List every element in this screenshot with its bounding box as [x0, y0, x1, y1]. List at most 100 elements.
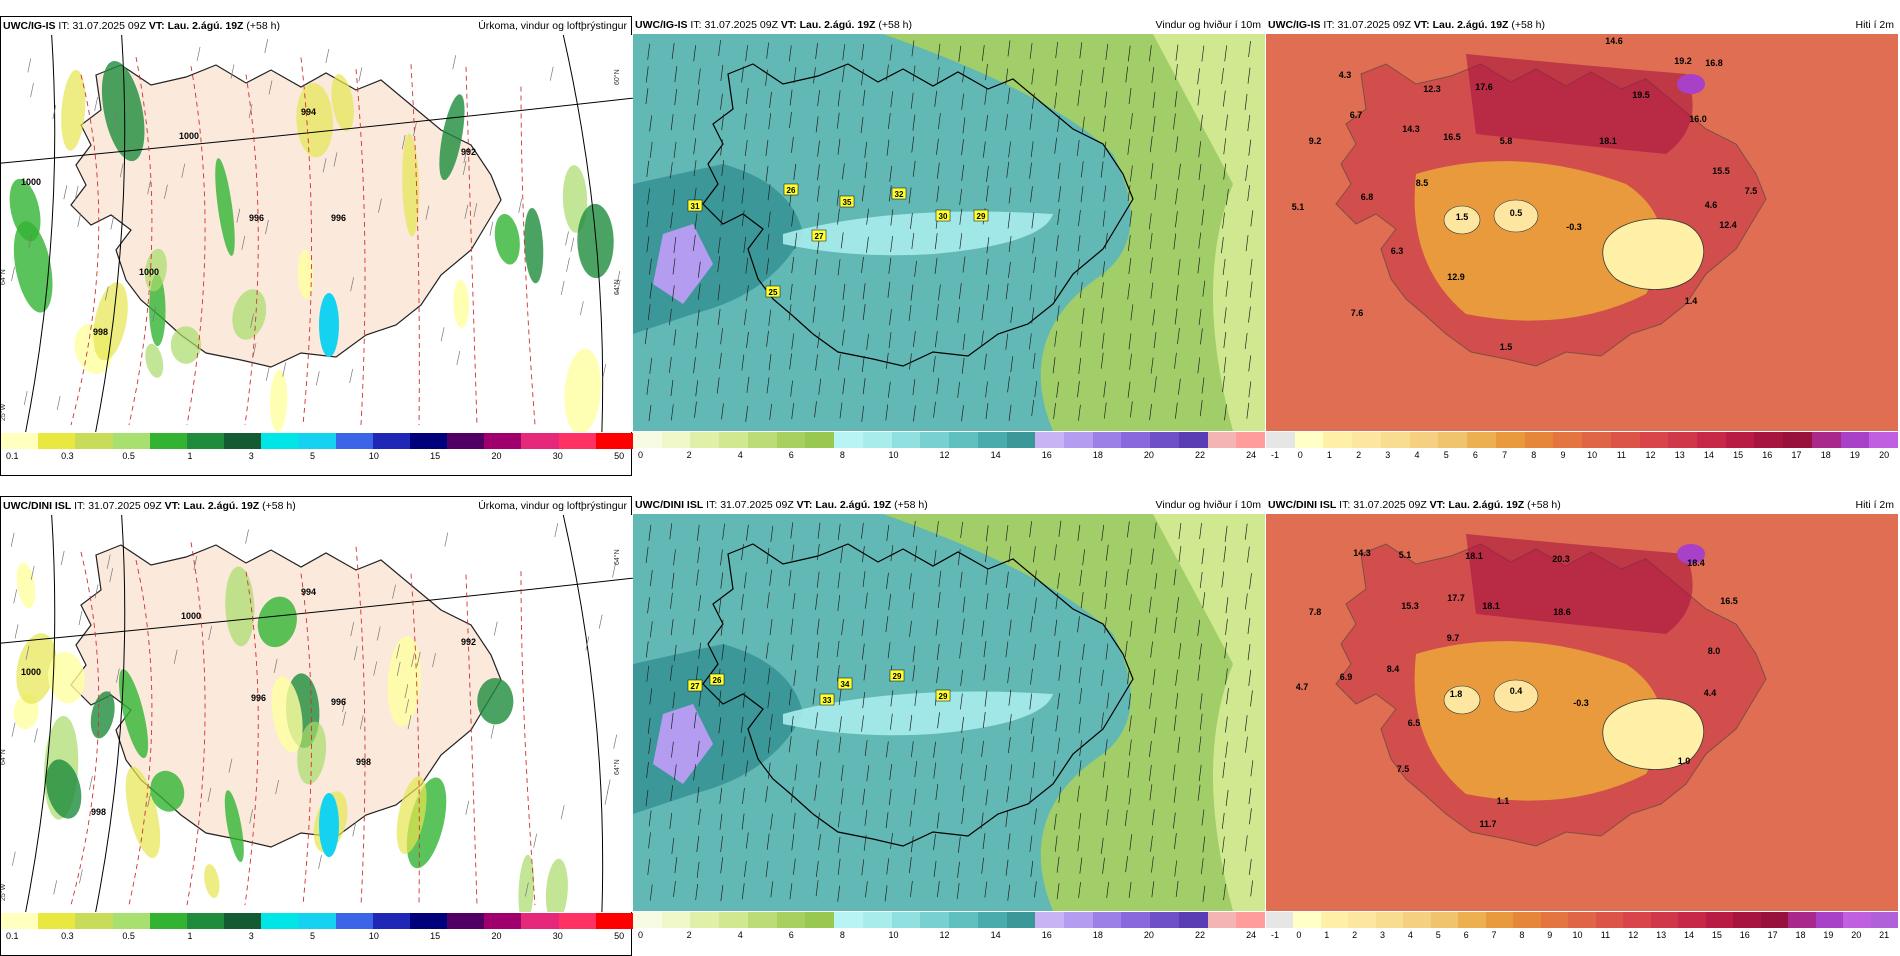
wind-barb [411, 652, 415, 667]
wind-arrow [766, 377, 770, 394]
wind-arrow [912, 114, 916, 131]
wind-arrow [914, 260, 917, 277]
wind-arrow [1178, 378, 1181, 395]
precip-colorbar: 0.1 0.3 0.5 1 3 5 10 15 20 30 50 [1, 433, 633, 467]
wind-arrow [1244, 715, 1248, 732]
issue-time: 31.07.2025 09Z [88, 500, 162, 512]
colorbar-tick-label: 4 [737, 930, 743, 940]
wind-arrow [865, 881, 868, 898]
wind-arrow [791, 256, 795, 274]
wind-arrow [1224, 525, 1228, 542]
wind-arrow [1101, 712, 1104, 729]
wind-arrow [1127, 234, 1131, 252]
wind-arrow [1104, 739, 1108, 756]
wind-arrow [1201, 209, 1205, 226]
wind-barb [518, 198, 522, 213]
wind-arrow [670, 592, 673, 609]
wind-barb [549, 66, 554, 81]
wind-arrow [889, 309, 892, 326]
wind-arrow [1103, 402, 1107, 419]
wind-arrow [1150, 357, 1154, 374]
wind-arrow [1174, 91, 1178, 108]
wind-arrow [861, 256, 864, 273]
precip-area [150, 770, 185, 812]
wind-arrow [765, 786, 768, 803]
wind-arrow [673, 644, 677, 662]
wind-barb [275, 779, 279, 795]
graticule-label: 25°W [1, 883, 7, 901]
wind-arrow [770, 881, 774, 898]
colorbar-swatch [1467, 432, 1496, 448]
colorbar-tick-label: 10 [368, 451, 379, 461]
colorbar-tick-label: 17 [1791, 450, 1802, 460]
lead-time: (+58 h) [878, 19, 912, 31]
wind-arrow [718, 597, 722, 614]
wind-barb [248, 103, 253, 119]
wind-barb [602, 363, 607, 378]
graticule-label: 64°N [613, 279, 621, 295]
colorbar-tick-label: 15 [1733, 450, 1744, 460]
wind-arrow [984, 353, 987, 370]
wind-arrow [693, 138, 697, 155]
wind-barb [350, 622, 355, 637]
precip-area [90, 691, 115, 739]
wind-arrow [1225, 716, 1228, 733]
gust-label: 26 [787, 186, 796, 195]
colorbar-swatch [112, 913, 150, 929]
wind-arrow [933, 833, 936, 850]
wind-arrow [1034, 881, 1037, 898]
wind-arrow [1127, 381, 1131, 398]
temp-label: 16.0 [1689, 114, 1707, 124]
colorbar-tick-label: 9 [1560, 450, 1566, 460]
wind-arrow [769, 91, 772, 109]
wind-arrow [1080, 186, 1084, 203]
temp-label: 15.5 [1712, 166, 1730, 176]
panel-dini-wind: UWC/DINI ISL IT: 31.07.2025 09Z VT: Lau.… [633, 496, 1266, 956]
wind-arrow [1225, 741, 1228, 758]
wind-arrow [648, 832, 651, 849]
wind-barb [373, 661, 378, 676]
panel-header: UWC/IG-IS IT: 31.07.2025 09Z VT: Lau. 2.… [1266, 16, 1898, 34]
wind-barb [27, 58, 32, 73]
wind-arrow [744, 645, 747, 662]
wind-barb [315, 371, 320, 386]
wind-arrow [1056, 305, 1060, 322]
wind-arrow [1177, 327, 1180, 345]
colorbar-tick-label: 10 [888, 930, 899, 940]
wind-arrow [1005, 859, 1009, 876]
temp-colorbar: -1 0 1 2 3 4 5 6 7 8 9 10 11 12 13 14 15 16 17 18 19 20 [1266, 432, 1899, 466]
wind-arrow [670, 212, 673, 229]
valid-time: Lau. 2.ágú. 19Z [799, 19, 876, 31]
wind-arrow [1127, 521, 1130, 538]
gust-badge-bg [891, 187, 907, 200]
colorbar-swatch [409, 913, 448, 929]
wind-arrow [837, 208, 840, 225]
temp-map: 14.6 19.2 16.8 4.3 12.3 17.6 19.5 6.7 14.3 16.5 5.… [1266, 34, 1898, 431]
wind-arrow [1007, 212, 1011, 229]
temp-label: 8.4 [1387, 664, 1400, 674]
isobar-label: 994 [301, 587, 316, 597]
wind-arrow [1247, 546, 1250, 563]
wind-arrow [720, 209, 724, 226]
colorbar-tick-label: 3 [1385, 450, 1391, 460]
lead-time: (+58 h) [262, 500, 296, 512]
wind-barb [249, 809, 254, 824]
wind-arrow [790, 786, 794, 803]
temp-label: 4.6 [1705, 200, 1718, 210]
wind-arrow [860, 116, 864, 134]
colorbar-swatch [1035, 432, 1065, 448]
wind-arrow [837, 572, 841, 589]
colorbar-swatch [447, 433, 485, 449]
wind-arrow [1105, 544, 1109, 561]
wind-arrow [815, 354, 818, 371]
wind-arrow [861, 355, 865, 372]
colorbar-swatch [891, 912, 921, 928]
temp-label: 8.0 [1708, 646, 1721, 656]
wind-arrow [983, 641, 987, 658]
wind-arrow [1054, 813, 1057, 830]
wind-arrow [1244, 332, 1248, 349]
wind-barb [30, 83, 34, 98]
wind-arrow [866, 236, 869, 253]
isobar-label: 1000 [21, 667, 41, 677]
wind-arrow [933, 860, 937, 877]
